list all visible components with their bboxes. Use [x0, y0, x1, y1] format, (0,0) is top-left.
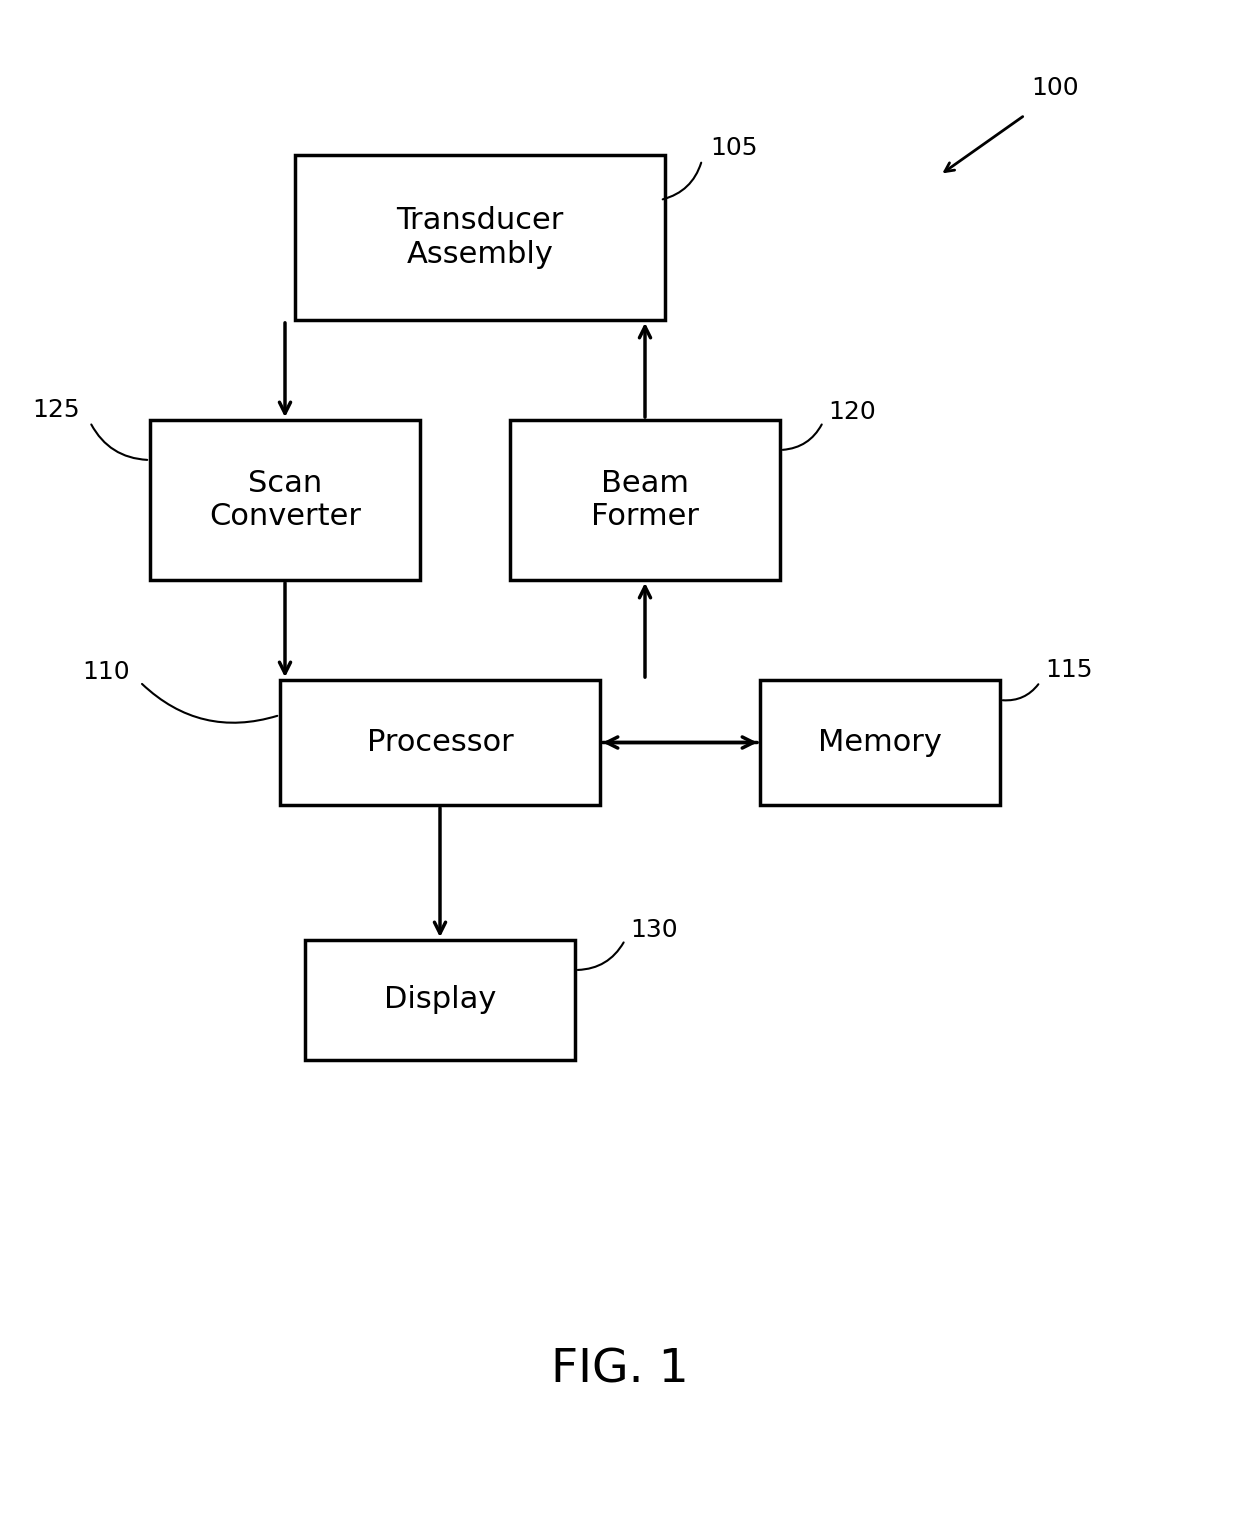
Text: 120: 120 — [828, 400, 875, 424]
Text: Beam
Former: Beam Former — [591, 468, 699, 531]
Text: 130: 130 — [630, 919, 677, 942]
Text: 110: 110 — [82, 660, 130, 684]
Bar — [280, 680, 600, 805]
Text: 125: 125 — [32, 398, 81, 423]
Text: Display: Display — [384, 986, 496, 1015]
Text: Processor: Processor — [367, 729, 513, 756]
Bar — [510, 419, 780, 580]
Text: FIG. 1: FIG. 1 — [551, 1347, 689, 1393]
Bar — [150, 419, 420, 580]
Bar — [760, 680, 999, 805]
Text: 115: 115 — [1045, 658, 1092, 681]
Text: 105: 105 — [711, 136, 758, 161]
Bar — [295, 155, 665, 320]
Text: 100: 100 — [1032, 77, 1079, 100]
Bar — [305, 940, 575, 1059]
Text: Scan
Converter: Scan Converter — [210, 468, 361, 531]
Text: Memory: Memory — [818, 729, 942, 756]
Text: Transducer
Assembly: Transducer Assembly — [397, 207, 564, 269]
